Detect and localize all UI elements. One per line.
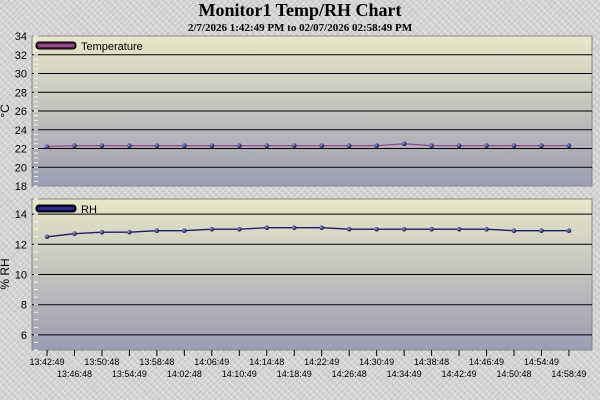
temperature-legend-label: Temperature: [81, 41, 143, 53]
temperature-legend: Temperature: [35, 41, 143, 53]
temperature-data-point: [154, 143, 160, 148]
rh-y-axis-label: % RH: [0, 258, 12, 289]
temperature-data-point: [291, 143, 297, 148]
x-tick-label: 13:46:48: [57, 369, 92, 379]
rh-data-point: [566, 228, 572, 234]
rh-data-point: [539, 228, 544, 234]
temperature-y-tick-label: 24: [15, 125, 27, 137]
x-tick-label: 14:18:49: [277, 369, 312, 379]
rh-minor-ticks: [34, 198, 38, 351]
rh-data-point: [401, 226, 407, 232]
x-tick-label: 14:06:49: [194, 357, 229, 367]
rh-data-point: [182, 228, 187, 234]
x-tick-label: 14:14:48: [249, 357, 284, 367]
rh-data-point: [374, 226, 379, 232]
rh-data-point: [44, 234, 50, 240]
rh-data-point: [99, 229, 105, 235]
chart-subtitle: 2/7/2026 1:42:49 PM to 02/07/2026 02:58:…: [188, 22, 413, 34]
temperature-panel: 18 20 22 24 26 28 30 32 34 °C Temperature: [0, 31, 593, 193]
temperature-data-point: [539, 143, 544, 148]
temperature-series: [44, 141, 572, 149]
temperature-data-point: [236, 143, 242, 148]
x-tick-label: 14:26:48: [332, 369, 367, 379]
rh-y-tick-label: 10: [15, 270, 27, 282]
temperature-legend-swatch-fill: [38, 44, 74, 47]
temperature-data-point: [72, 143, 77, 148]
temperature-data-point: [264, 143, 270, 148]
x-tick-label: 14:10:49: [222, 369, 257, 379]
rh-series: [44, 225, 572, 240]
temperature-y-tick-label: 20: [15, 162, 27, 174]
rh-data-point: [236, 226, 242, 232]
temperature-y-tick-label: 32: [15, 50, 27, 62]
temperature-data-point: [44, 144, 50, 149]
rh-data-point: [511, 228, 517, 234]
rh-y-tick-label: 14: [15, 209, 27, 221]
temperature-data-point: [484, 143, 489, 148]
temperature-y-axis-label: °C: [0, 104, 12, 118]
rh-panel: 6 8 10 12 14 % RH RH: [0, 198, 593, 351]
x-tick-label: 13:50:48: [84, 357, 119, 367]
temperature-data-point: [99, 143, 105, 148]
rh-data-point: [291, 225, 297, 230]
temperature-line: [46, 143, 569, 148]
rh-data-point: [127, 229, 132, 235]
x-tick-label: 14:30:49: [359, 357, 394, 367]
rh-data-point: [264, 225, 270, 230]
temperature-data-point: [209, 143, 215, 148]
temperature-y-tick-label: 30: [15, 69, 27, 81]
rh-y-tick-label: 8: [21, 300, 27, 312]
rh-data-point: [209, 226, 215, 232]
rh-y-ticks: 6 8 10 12 14: [15, 209, 27, 342]
temperature-y-tick-label: 18: [15, 181, 27, 193]
x-tick-label: 14:58:49: [551, 369, 586, 379]
x-tick-label: 13:54:49: [112, 369, 147, 379]
rh-y-tick-label: 6: [21, 330, 27, 342]
temperature-y-tick-label: 22: [15, 144, 27, 156]
temperature-minor-ticks: [34, 35, 38, 187]
temperature-data-point: [346, 143, 352, 148]
rh-data-point: [346, 226, 352, 232]
temperature-y-tick-label: 34: [15, 31, 27, 43]
rh-data-point: [72, 231, 77, 237]
temperature-y-tick-label: 28: [15, 87, 27, 99]
chart-title: Monitor1 Temp/RH Chart: [198, 0, 401, 20]
temperature-y-ticks: 18 20 22 24 26 28 30 32 34: [15, 31, 27, 193]
temperature-data-point: [374, 143, 379, 148]
rh-line: [46, 227, 569, 238]
x-tick-label: 14:22:49: [304, 357, 339, 367]
rh-data-point: [429, 226, 434, 232]
temperature-data-point: [401, 141, 407, 147]
rh-gridlines: [32, 213, 592, 336]
x-tick-label: 14:38:48: [414, 357, 449, 367]
x-tick-label: 14:46:49: [469, 357, 504, 367]
x-tick-label: 14:54:49: [524, 357, 559, 367]
temperature-data-point: [511, 143, 517, 148]
temperature-data-point: [456, 143, 462, 148]
temperature-data-point: [429, 143, 434, 148]
temperature-data-point: [566, 143, 572, 148]
rh-legend-label: RH: [81, 204, 97, 216]
rh-legend: RH: [35, 204, 97, 216]
x-axis: 13:42:49 13:46:48 13:50:48 13:54:49 13:58:48…: [29, 350, 586, 379]
x-tick-label: 14:34:49: [387, 369, 422, 379]
temperature-gridlines: [32, 54, 592, 168]
rh-data-point: [456, 226, 462, 232]
rh-data-point: [319, 225, 325, 230]
x-tick-label: 13:58:48: [139, 357, 174, 367]
rh-y-tick-label: 12: [15, 239, 27, 251]
x-tick-label: 14:42:49: [442, 369, 477, 379]
temperature-data-point: [182, 143, 187, 148]
x-tick-label: 14:02:48: [167, 369, 202, 379]
temperature-data-point: [319, 143, 325, 148]
temperature-y-tick-label: 26: [15, 106, 27, 118]
rh-data-point: [484, 226, 489, 232]
x-tick-label: 13:42:49: [29, 357, 64, 367]
x-tick-label: 14:50:48: [496, 369, 531, 379]
rh-legend-swatch-fill: [38, 207, 74, 210]
rh-data-point: [154, 228, 160, 234]
temperature-data-point: [127, 143, 132, 148]
